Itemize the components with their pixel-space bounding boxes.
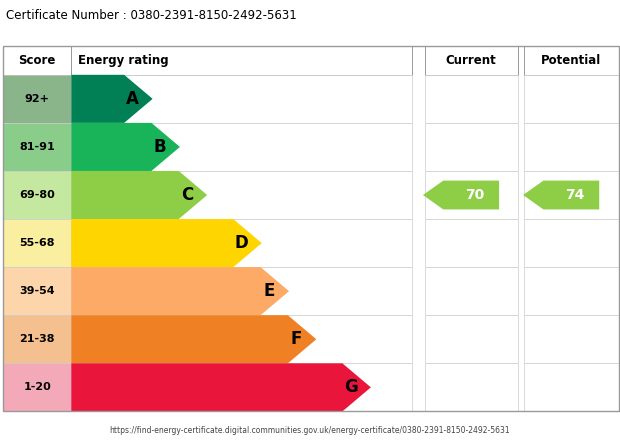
Bar — [524, 75, 619, 123]
Text: 92+: 92+ — [25, 94, 50, 104]
Bar — [425, 315, 518, 363]
Bar — [71, 123, 412, 171]
Text: Potential: Potential — [541, 54, 601, 67]
Text: B: B — [154, 138, 166, 156]
Text: 81-91: 81-91 — [19, 142, 55, 152]
Bar — [425, 219, 518, 267]
Text: Energy rating: Energy rating — [78, 54, 168, 67]
Bar — [3, 267, 71, 315]
Text: D: D — [235, 234, 249, 252]
Bar — [524, 171, 619, 219]
Polygon shape — [523, 180, 599, 209]
Bar — [425, 171, 518, 219]
Text: C: C — [181, 186, 193, 204]
Bar — [3, 46, 619, 411]
Text: 1-20: 1-20 — [24, 382, 51, 392]
Polygon shape — [71, 315, 316, 363]
Bar — [524, 315, 619, 363]
Bar — [71, 315, 412, 363]
Bar — [71, 363, 412, 411]
Bar — [524, 219, 619, 267]
Bar — [524, 46, 619, 75]
Text: 21-38: 21-38 — [19, 334, 55, 344]
Bar — [524, 363, 619, 411]
Polygon shape — [71, 123, 180, 171]
Text: Current: Current — [446, 54, 497, 67]
Bar — [71, 46, 412, 75]
Polygon shape — [71, 267, 289, 315]
Text: 39-54: 39-54 — [19, 286, 55, 296]
Text: E: E — [264, 282, 275, 300]
Bar — [425, 363, 518, 411]
Bar — [425, 123, 518, 171]
Bar — [3, 123, 71, 171]
Text: 69-80: 69-80 — [19, 190, 55, 200]
Bar — [3, 315, 71, 363]
Bar — [71, 267, 412, 315]
Polygon shape — [423, 180, 499, 209]
Text: https://find-energy-certificate.digital.communities.gov.uk/energy-certificate/03: https://find-energy-certificate.digital.… — [110, 426, 510, 435]
Polygon shape — [71, 363, 371, 411]
Bar — [425, 46, 518, 75]
Bar — [3, 219, 71, 267]
Text: A: A — [126, 90, 139, 108]
Bar — [3, 171, 71, 219]
Text: 55-68: 55-68 — [19, 238, 55, 248]
Bar — [524, 267, 619, 315]
Bar — [71, 171, 412, 219]
Bar — [3, 363, 71, 411]
Text: F: F — [291, 330, 302, 348]
Bar — [71, 75, 412, 123]
Text: 70: 70 — [464, 188, 484, 202]
Text: G: G — [344, 378, 358, 396]
Bar — [425, 75, 518, 123]
Bar — [425, 267, 518, 315]
Text: 74: 74 — [565, 188, 584, 202]
Bar — [3, 75, 71, 123]
Bar — [524, 123, 619, 171]
Text: Certificate Number : 0380-2391-8150-2492-5631: Certificate Number : 0380-2391-8150-2492… — [6, 9, 297, 22]
Polygon shape — [71, 219, 262, 267]
Polygon shape — [71, 171, 207, 219]
Bar — [3, 46, 71, 75]
Polygon shape — [71, 75, 153, 123]
Text: Score: Score — [19, 54, 56, 67]
Bar — [71, 219, 412, 267]
